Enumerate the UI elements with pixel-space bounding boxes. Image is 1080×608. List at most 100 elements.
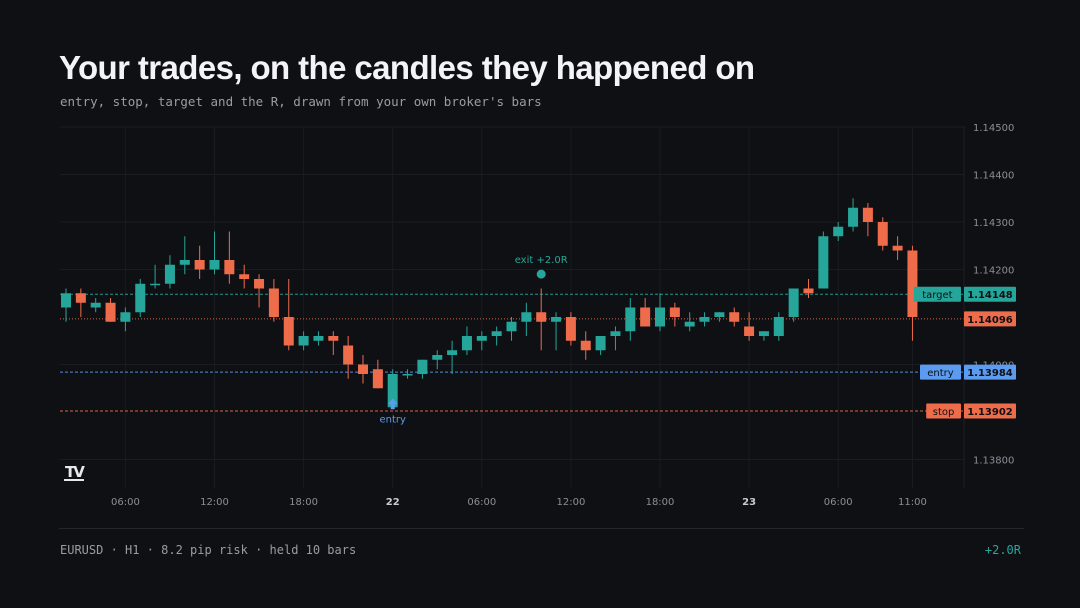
candle[interactable] <box>90 298 101 313</box>
candle[interactable] <box>848 198 859 232</box>
candle[interactable] <box>803 279 814 298</box>
candle-body <box>521 312 532 322</box>
candle[interactable] <box>402 369 413 379</box>
time-tick-label: 18:00 <box>646 497 675 508</box>
candle[interactable] <box>372 359 383 389</box>
candle[interactable] <box>818 231 829 289</box>
candle-body <box>194 260 205 270</box>
axes: 1.138001.140001.142001.143001.144001.145… <box>111 123 1014 508</box>
candle[interactable] <box>565 312 576 346</box>
candle[interactable] <box>491 326 502 346</box>
candle[interactable] <box>432 350 443 370</box>
candle-body <box>61 293 71 308</box>
entry-tag <box>920 364 961 380</box>
candle-body <box>744 326 755 336</box>
candle[interactable] <box>877 217 888 251</box>
candle-body <box>536 312 547 322</box>
candle[interactable] <box>699 312 710 327</box>
trade-summary: EURUSD · H1 · 8.2 pip risk · held 10 bar… <box>60 543 357 557</box>
candle[interactable] <box>714 312 725 322</box>
candle[interactable] <box>298 331 309 351</box>
candle-body <box>432 355 443 360</box>
candle-body <box>595 336 606 351</box>
candle[interactable] <box>476 331 487 351</box>
candle[interactable] <box>773 312 784 341</box>
candle-body <box>907 250 918 317</box>
candle-body <box>684 321 695 327</box>
time-tick-label: 06:00 <box>467 497 496 508</box>
candle[interactable] <box>461 326 472 356</box>
candle[interactable] <box>655 293 665 332</box>
candle[interactable] <box>209 231 220 275</box>
candle[interactable] <box>506 317 517 341</box>
candle[interactable] <box>580 331 591 360</box>
entry-arrow-icon <box>387 398 398 410</box>
entry-marker-label: entry <box>379 414 406 425</box>
candle-body <box>491 331 502 336</box>
candle[interactable] <box>521 302 532 336</box>
candle[interactable] <box>75 288 86 318</box>
candle[interactable] <box>892 236 903 260</box>
candle[interactable] <box>194 245 205 279</box>
stop-tag-text: stop <box>933 407 955 418</box>
candle[interactable] <box>328 331 339 355</box>
candle[interactable] <box>595 336 606 355</box>
entry-price-tag <box>964 364 1016 380</box>
candle[interactable] <box>135 279 146 317</box>
target-tag-text: target <box>922 290 952 301</box>
candle[interactable] <box>610 326 621 351</box>
price-tick-label: 1.14500 <box>973 123 1014 134</box>
candle[interactable] <box>684 312 695 332</box>
candle[interactable] <box>343 336 354 379</box>
stop-tag <box>926 403 961 419</box>
candle-body <box>862 207 873 222</box>
candle[interactable] <box>907 245 918 341</box>
candle-body <box>580 340 591 351</box>
candle[interactable] <box>788 288 799 322</box>
candle[interactable] <box>447 340 458 374</box>
candle[interactable] <box>313 331 324 346</box>
candle[interactable] <box>283 279 294 351</box>
candle[interactable] <box>862 203 873 237</box>
candle[interactable] <box>164 255 175 289</box>
candle[interactable] <box>254 274 265 308</box>
candle-body <box>773 317 784 336</box>
candle[interactable] <box>105 298 116 322</box>
candle-body <box>387 374 398 408</box>
candle[interactable] <box>744 312 755 341</box>
candle-body <box>447 350 458 355</box>
target-tag <box>913 286 961 302</box>
tradingview-logo: TV <box>64 463 85 481</box>
exit-marker-label: exit +2.0R <box>515 255 568 266</box>
target-price-tag <box>964 286 1016 302</box>
candle[interactable] <box>551 312 562 351</box>
candle[interactable] <box>625 298 636 341</box>
candle-body <box>150 283 161 286</box>
candle[interactable] <box>833 222 844 241</box>
candle[interactable] <box>150 264 161 289</box>
time-tick-label: 11:00 <box>898 497 927 508</box>
candle[interactable] <box>729 307 740 327</box>
candle[interactable] <box>669 302 680 327</box>
candle[interactable] <box>179 236 190 275</box>
time-tick-label: 12:00 <box>556 497 585 508</box>
candle[interactable] <box>536 288 547 351</box>
candle[interactable] <box>224 231 235 284</box>
candle[interactable] <box>640 298 651 327</box>
candle[interactable] <box>239 264 250 289</box>
time-tick-label: 12:00 <box>200 497 229 508</box>
candle[interactable] <box>758 331 769 341</box>
candle[interactable] <box>61 288 71 322</box>
candle-body <box>625 307 636 332</box>
candle-body <box>224 260 235 275</box>
time-tick-label: 18:00 <box>289 497 318 508</box>
time-tick-label: 23 <box>742 497 756 508</box>
candle[interactable] <box>120 307 131 332</box>
candle-body <box>120 312 131 322</box>
candle[interactable] <box>417 359 428 379</box>
candle[interactable] <box>268 279 279 322</box>
trade-markers: entry exit +2.0R <box>379 255 567 425</box>
candle[interactable] <box>358 355 368 384</box>
candles[interactable] <box>61 198 918 408</box>
